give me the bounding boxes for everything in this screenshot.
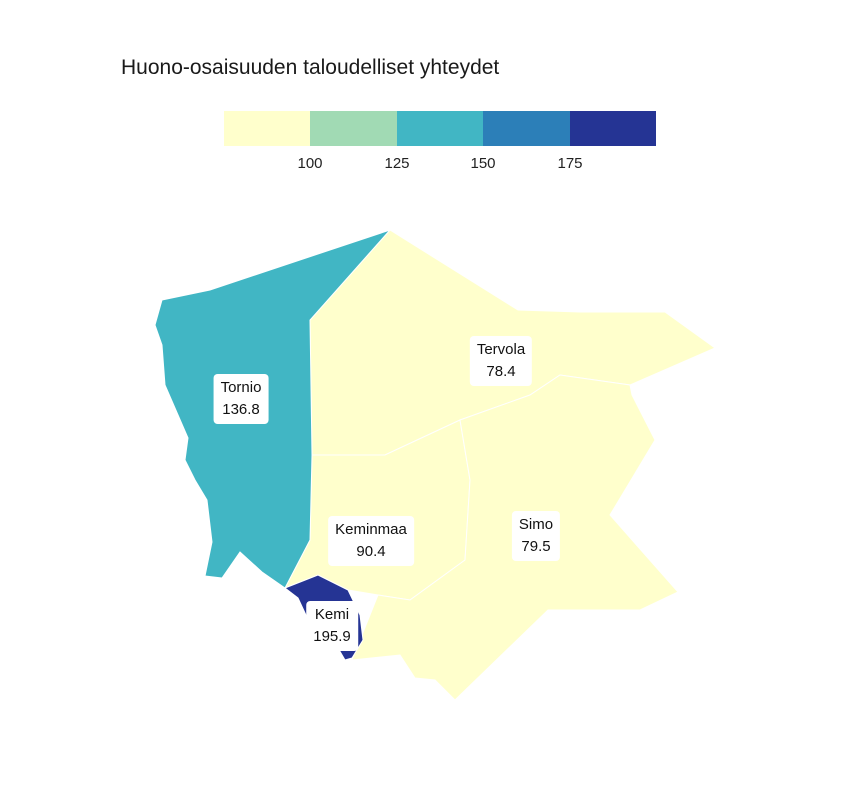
legend-tick-175: 175 bbox=[557, 155, 583, 172]
legend-tick-100: 100 bbox=[297, 155, 323, 172]
legend-swatch-5 bbox=[569, 111, 657, 146]
legend-tick-150: 150 bbox=[470, 155, 496, 172]
legend-swatch-4 bbox=[483, 111, 570, 146]
map-title: Huono-osaisuuden taloudelliset yhteydet bbox=[121, 56, 500, 79]
legend-swatch-3 bbox=[396, 111, 484, 146]
legend-swatch-1 bbox=[224, 111, 311, 146]
legend-swatch-2 bbox=[310, 111, 397, 146]
region-name: Tervola bbox=[476, 341, 526, 358]
region-name: Keminmaa bbox=[335, 521, 407, 538]
color-legend bbox=[224, 111, 657, 146]
region-value: 79.5 bbox=[521, 538, 551, 555]
label-kemi: Kemi 195.9 bbox=[306, 601, 358, 651]
region-value: 90.4 bbox=[356, 543, 386, 560]
region-tornio[interactable] bbox=[154, 228, 392, 589]
region-value: 195.9 bbox=[313, 628, 351, 645]
region-name: Kemi bbox=[314, 606, 350, 623]
label-tervola: Tervola 78.4 bbox=[469, 336, 533, 386]
label-tornio: Tornio 136.8 bbox=[213, 374, 269, 424]
region-name: Simo bbox=[518, 516, 554, 533]
label-keminmaa: Keminmaa 90.4 bbox=[328, 516, 414, 566]
label-simo: Simo 79.5 bbox=[511, 511, 561, 561]
region-value: 136.8 bbox=[222, 401, 260, 418]
region-value: 78.4 bbox=[486, 363, 516, 380]
region-name: Tornio bbox=[220, 379, 262, 396]
legend-tick-125: 125 bbox=[384, 155, 410, 172]
